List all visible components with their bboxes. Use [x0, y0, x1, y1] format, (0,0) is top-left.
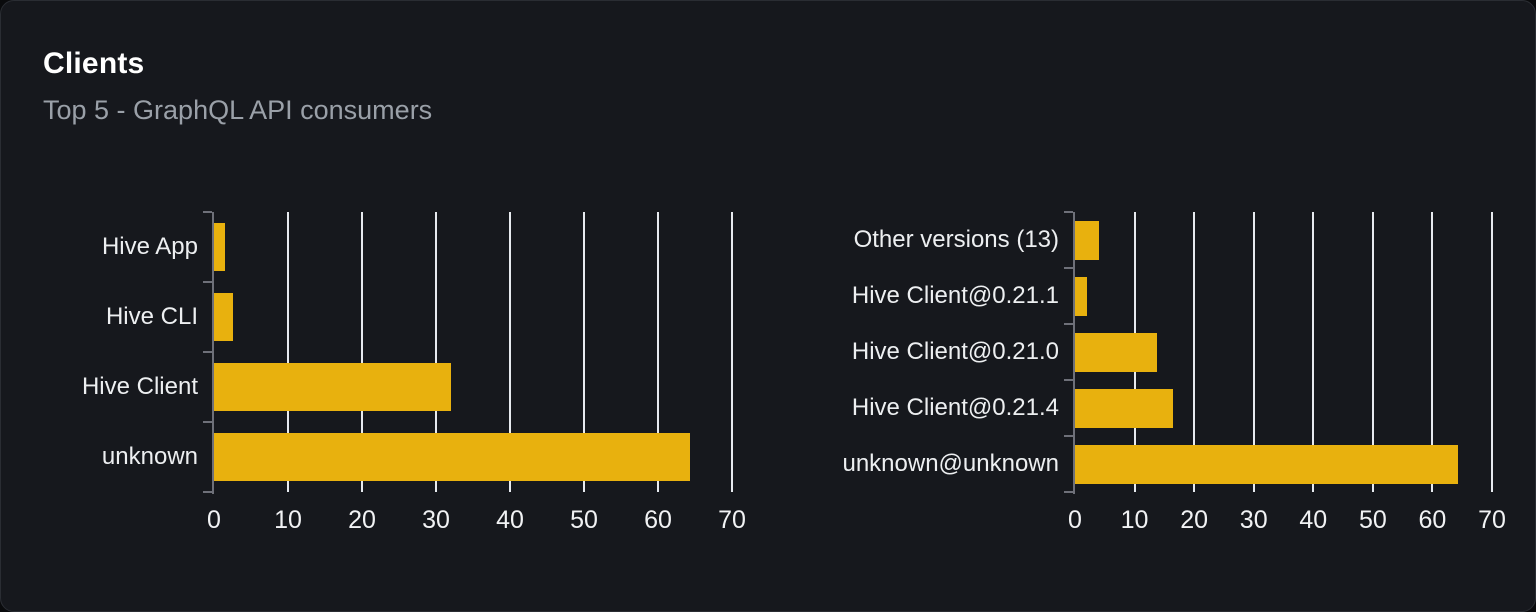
bar-hive-client-0-21-4[interactable] [1075, 389, 1173, 428]
y-axis-tick [1064, 491, 1073, 493]
y-axis-tick [1064, 267, 1073, 269]
gridline-10 [287, 212, 289, 492]
x-axis-tick-label-50: 50 [570, 506, 598, 534]
gridline-60 [657, 212, 659, 492]
category-label-unknown: unknown [101, 443, 198, 470]
y-axis-line [212, 212, 214, 494]
category-label-hive-client-0-21-1: Hive Client@0.21.1 [851, 282, 1059, 309]
category-label-other-versions-13: Other versions (13) [853, 226, 1059, 253]
bar-hive-client[interactable] [214, 363, 451, 411]
gridline-60 [1431, 212, 1434, 492]
panel-title: Clients [43, 47, 145, 80]
y-axis-tick [203, 421, 212, 423]
x-axis-tick-label-0: 0 [1068, 506, 1082, 534]
bar-unknown[interactable] [214, 433, 690, 481]
gridline-40 [1312, 212, 1315, 492]
clients-by-name-chart: 0 10 20 30 40 50 60 70 Hive App Hive CLI Hive Clie… [38, 211, 746, 547]
bar-hive-cli[interactable] [214, 293, 233, 341]
x-axis-tick-label-40: 40 [1299, 506, 1328, 534]
clients-by-version-chart: 0 10 20 30 40 50 60 70 Other versions (13) Hive C… [831, 211, 1506, 547]
x-axis-tick-label-70: 70 [718, 506, 746, 534]
gridline-20 [361, 212, 363, 492]
x-axis-tick-label-70: 70 [1478, 506, 1506, 534]
gridline-40 [509, 212, 511, 492]
gridline-70 [1491, 212, 1493, 492]
bar-hive-app[interactable] [214, 223, 225, 271]
y-axis-tick [1064, 435, 1073, 437]
y-axis-tick [203, 491, 212, 493]
x-axis-tick-label-40: 40 [496, 506, 524, 534]
y-axis-line [1073, 212, 1075, 494]
gridline-30 [435, 212, 437, 492]
gridline-70 [731, 212, 733, 492]
bar-hive-client-0-21-0[interactable] [1075, 333, 1157, 372]
x-axis-tick-label-0: 0 [207, 506, 221, 534]
y-axis-tick [1064, 211, 1073, 213]
gridline-30 [1252, 212, 1255, 492]
category-label-hive-cli: Hive CLI [105, 303, 198, 330]
category-label-hive-client: Hive Client [81, 373, 198, 400]
gridline-50 [583, 212, 585, 492]
gridline-50 [1371, 212, 1374, 492]
category-label-hive-client-0-21-0: Hive Client@0.21.0 [851, 338, 1059, 365]
y-axis-tick [1064, 323, 1073, 325]
x-axis-tick-label-20: 20 [348, 506, 376, 534]
x-axis-tick-label-30: 30 [422, 506, 450, 534]
bar-other-versions-13[interactable] [1075, 221, 1099, 260]
gridline-20 [1193, 212, 1196, 492]
x-axis-tick-label-10: 10 [1120, 506, 1149, 534]
bar-unknown-unknown[interactable] [1075, 445, 1458, 484]
y-axis-tick [203, 281, 212, 283]
x-axis-tick-label-60: 60 [644, 506, 672, 534]
y-axis-tick [203, 211, 212, 213]
x-axis-tick-label-50: 50 [1358, 506, 1387, 534]
x-axis-tick-label-20: 20 [1180, 506, 1209, 534]
category-label-unknown-unknown: unknown@unknown [842, 450, 1059, 477]
x-axis-tick-label-10: 10 [274, 506, 302, 534]
plot-area: 0 10 20 30 40 50 60 70 [1064, 211, 1506, 534]
x-axis-tick-label-30: 30 [1239, 506, 1268, 534]
y-axis-tick [1064, 379, 1073, 381]
bar-hive-client-0-21-1[interactable] [1075, 277, 1087, 316]
y-axis-tick [203, 351, 212, 353]
x-axis-tick-label-60: 60 [1418, 506, 1447, 534]
plot-area: 0 10 20 30 40 50 60 70 [203, 211, 746, 534]
panel-subtitle: Top 5 - GraphQL API consumers [43, 95, 433, 125]
category-label-hive-app: Hive App [101, 233, 198, 260]
category-label-hive-client-0-21-4: Hive Client@0.21.4 [851, 394, 1059, 421]
